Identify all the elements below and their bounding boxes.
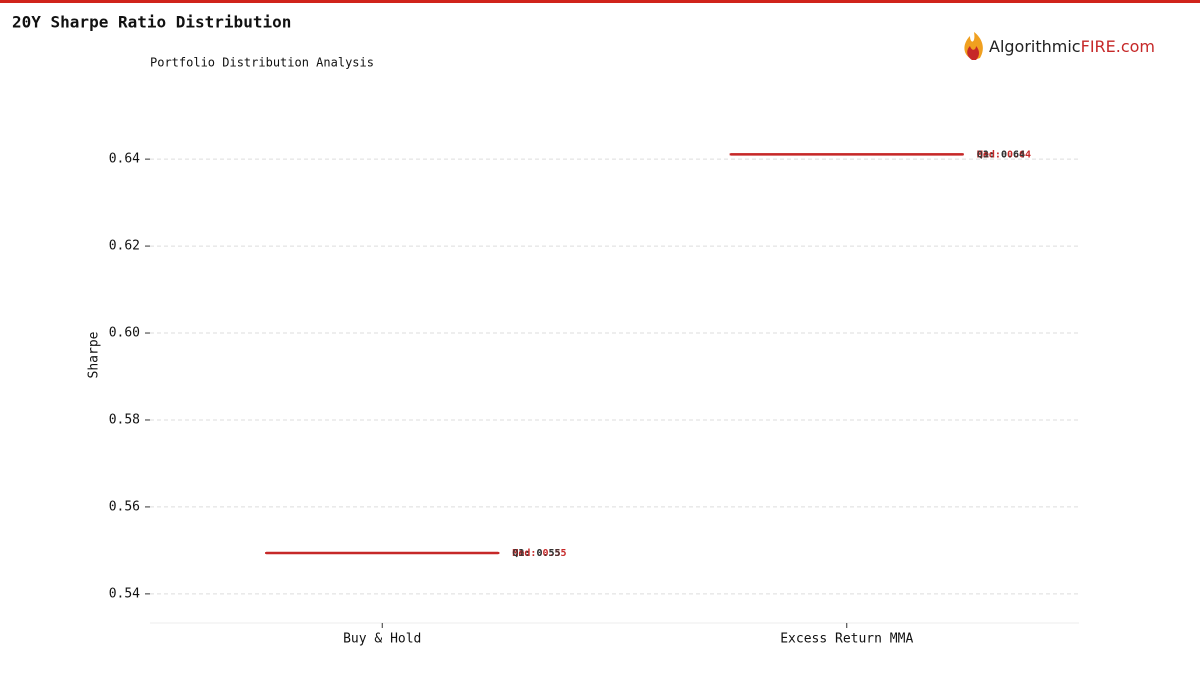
top-bar	[0, 0, 1200, 3]
logo-text-main: Algorithmic	[989, 37, 1081, 56]
y-tick-label: 0.58	[109, 412, 140, 427]
logo-text: AlgorithmicFIRE.com	[989, 37, 1155, 56]
y-tick-label: 0.60	[109, 326, 140, 341]
logo: AlgorithmicFIRE.com	[964, 32, 1155, 60]
y-tick-label: 0.64	[109, 152, 140, 167]
y-axis-label: Sharpe	[87, 331, 102, 378]
y-tick-label: 0.54	[109, 586, 140, 601]
x-tick-label: Buy & Hold	[343, 632, 421, 647]
q3-label: Q3: 0.64	[977, 149, 1025, 160]
q1-label: Q1: 0.55	[512, 548, 560, 559]
page-title: 20Y Sharpe Ratio Distribution	[12, 13, 291, 32]
q1-label: Q1: 0.64	[977, 149, 1025, 160]
median-label: Med: 0.64	[977, 149, 1031, 160]
logo-text-accent: FIRE.com	[1081, 37, 1155, 56]
logo-flame-inner	[967, 46, 979, 60]
y-tick-label: 0.62	[109, 239, 140, 254]
chart-subtitle: Portfolio Distribution Analysis	[150, 56, 374, 70]
median-label: Med: 0.55	[512, 548, 566, 559]
y-tick-label: 0.56	[109, 499, 140, 514]
x-tick-label: Excess Return MMA	[780, 632, 913, 647]
q3-label: Q3: 0.55	[512, 548, 560, 559]
